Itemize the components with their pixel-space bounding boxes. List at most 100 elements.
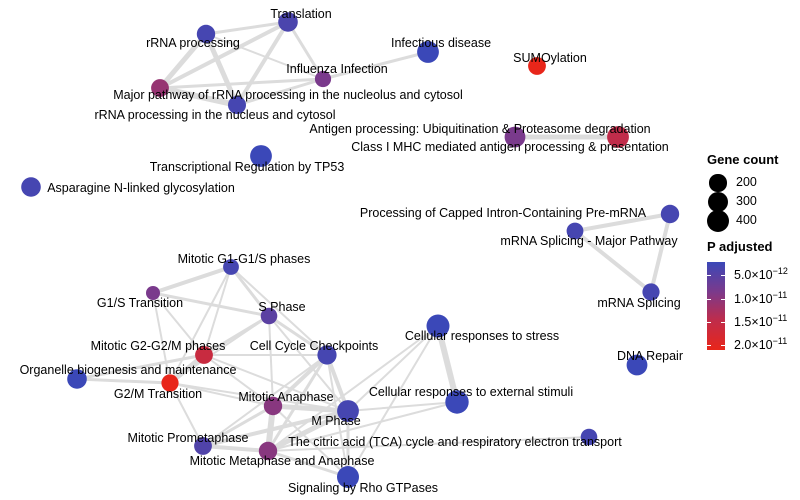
node-label-g2m_transition: G2/M Transition	[114, 387, 202, 401]
node-external	[445, 390, 469, 414]
edge-metaphase-prometaphase	[201, 444, 270, 453]
edge-mphase-metaphase	[265, 408, 351, 454]
node-label-mrna_major: mRNA Splicing - Major Pathway	[500, 234, 678, 248]
node-label-g1s: G1/S Transition	[97, 296, 183, 310]
edge-capped-mrna_major	[573, 212, 672, 233]
node-tca	[580, 428, 598, 446]
node-checkpoints	[317, 345, 337, 365]
edge-g2m_transition-anaphase	[169, 382, 274, 407]
node-label-g2m_phases: Mitotic G2-G2/M phases	[91, 339, 226, 353]
node-antigen_ubiq	[504, 126, 526, 148]
node-stress	[426, 314, 450, 338]
edge-g1s-g2m_phases	[152, 292, 205, 356]
edge-g1s-g2m_transition	[152, 292, 171, 384]
node-label-infectious: Infectious disease	[391, 36, 491, 50]
node-label-antigen_ubiq: Antigen processing: Ubiquitination & Pro…	[309, 122, 650, 136]
edge-anaphase-rho	[272, 405, 349, 478]
node-label-capped: Processing of Capped Intron-Containing P…	[360, 206, 647, 220]
node-label-external: Cellular responses to external stimuli	[369, 385, 573, 399]
node-label-sumoylation: SUMOylation	[513, 51, 587, 65]
edge-major_rrna-rrna_nucleus	[157, 85, 240, 108]
edge-mphase-external	[347, 401, 458, 412]
edge-rrna_processing-influenza	[205, 33, 324, 80]
edge-external-metaphase	[267, 401, 458, 452]
node-major_rrna	[151, 79, 169, 97]
edge-rrna_processing-rrna_nucleus	[203, 31, 240, 108]
node-label-mrna_splicing: mRNA Splicing	[597, 296, 680, 310]
node-rho	[337, 466, 359, 488]
edge-organelle-g2m_transition	[75, 377, 172, 385]
node-label-checkpoints: Cell Cycle Checkpoints	[250, 339, 379, 353]
edge-metaphase-rho	[266, 449, 350, 479]
edge-mrna_major-mrna_splicing	[573, 229, 653, 294]
edge-rrna_processing-major_rrna	[157, 31, 209, 91]
edge-anaphase-prometaphase	[201, 404, 275, 448]
node-class1_mhc	[607, 126, 629, 148]
edge-g2m_phases-mphase	[203, 354, 349, 412]
node-label-major_rrna: Major pathway of rRNA processing in the …	[113, 88, 463, 102]
node-infectious	[417, 41, 439, 63]
edge-g1_g1s-sphase	[229, 265, 271, 318]
node-translation	[278, 12, 298, 32]
edge-translation-rrna_processing	[204, 20, 290, 36]
edge-translation-rrna_nucleus	[235, 20, 290, 107]
node-mrna_major	[566, 222, 584, 240]
network-labels: Translation rRNA processing Influenza Infe…	[20, 7, 683, 495]
node-rrna_processing	[196, 24, 216, 44]
edge-stress-metaphase	[267, 325, 439, 452]
node-label-anaphase: Mitotic Anaphase	[238, 390, 333, 404]
edge-mphase-prometaphase	[201, 409, 350, 448]
edge-capped-mrna_splicing	[649, 212, 672, 294]
network-nodes	[21, 12, 680, 488]
edge-tca-metaphase	[267, 436, 590, 452]
node-label-rrna_nucleus: rRNA processing in the nucleus and cytos…	[94, 108, 335, 122]
node-label-asparagine: Asparagine N-linked glycosylation	[47, 181, 235, 195]
edge-g1_g1s-g2m_phases	[203, 266, 232, 356]
edge-g2m_phases-organelle	[75, 353, 206, 381]
node-organelle	[67, 369, 87, 389]
node-label-metaphase: Mitotic Metaphase and Anaphase	[190, 454, 375, 468]
edge-g1s-sphase	[151, 291, 271, 318]
node-sphase	[260, 307, 278, 325]
edge-checkpoints-prometaphase	[202, 354, 328, 447]
edge-checkpoints-anaphase	[271, 353, 329, 408]
edge-stress-external	[435, 323, 460, 405]
node-g2m_phases	[195, 346, 213, 364]
edge-g2m_transition-prometaphase	[169, 382, 204, 447]
edge-g1_g1s-checkpoints	[230, 266, 328, 356]
edge-checkpoints-metaphase	[266, 353, 329, 453]
node-anaphase	[263, 396, 283, 416]
edge-g1_g1s-g2m_transition	[169, 266, 232, 384]
node-capped	[660, 204, 680, 224]
node-g2m_transition	[161, 374, 179, 392]
edge-g2m_transition-mphase	[169, 382, 349, 412]
node-g1_g1s	[223, 259, 239, 275]
node-asparagine	[21, 177, 41, 197]
node-prometaphase	[194, 437, 212, 455]
edge-translation-influenza	[286, 20, 325, 81]
edge-anaphase-mphase	[270, 403, 351, 414]
node-tp53	[250, 145, 272, 167]
edge-sphase-checkpoints	[267, 314, 329, 357]
node-label-prometaphase: Mitotic Prometaphase	[128, 431, 249, 445]
node-label-tca: The citric acid (TCA) cycle and respirat…	[288, 435, 622, 449]
node-label-class1_mhc: Class I MHC mediated antigen processing …	[351, 140, 669, 154]
node-label-tp53: Transcriptional Regulation by TP53	[150, 160, 345, 174]
node-influenza	[314, 70, 332, 88]
node-label-sphase: S Phase	[258, 300, 305, 314]
node-dna_repair	[626, 354, 648, 376]
node-label-g1_g1s: Mitotic G1-G1/S phases	[178, 252, 311, 266]
node-mrna_splicing	[642, 283, 660, 301]
edge-stress-rho	[347, 325, 439, 478]
edge-stress-mphase	[347, 325, 439, 412]
edge-influenza-infectious	[321, 50, 430, 81]
edge-sphase-anaphase	[268, 315, 274, 407]
node-label-rho: Signaling by Rho GTPases	[288, 481, 438, 495]
node-label-organelle: Organelle biogenesis and maintenance	[20, 363, 237, 377]
node-label-influenza: Influenza Infection	[286, 62, 388, 76]
node-sumoylation	[528, 57, 546, 75]
node-g1s	[146, 286, 160, 300]
edge-influenza-major_rrna	[158, 77, 325, 90]
node-label-dna_repair: DNA Repair	[617, 349, 683, 363]
